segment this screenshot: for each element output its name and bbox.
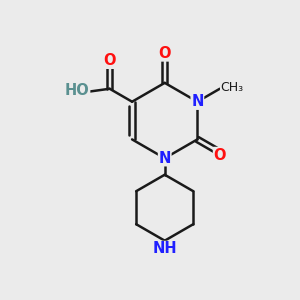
Text: O: O	[103, 53, 116, 68]
Text: N: N	[158, 151, 171, 166]
Text: CH₃: CH₃	[220, 81, 244, 94]
Text: NH: NH	[152, 242, 177, 256]
Text: O: O	[158, 46, 171, 61]
Text: N: N	[191, 94, 203, 109]
Text: O: O	[214, 148, 226, 163]
Text: HO: HO	[65, 83, 90, 98]
